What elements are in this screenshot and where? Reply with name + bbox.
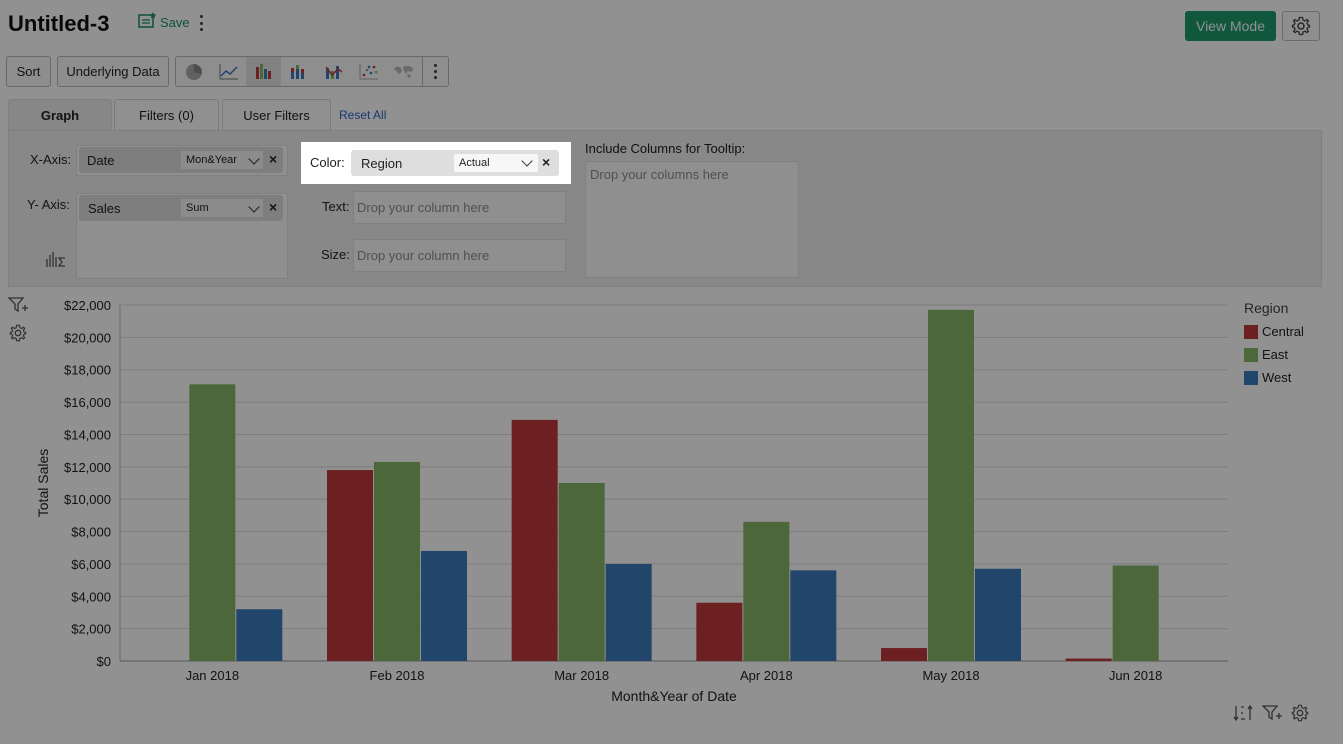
report-title[interactable]: Untitled-3 <box>8 11 110 36</box>
sort-button[interactable]: Sort <box>6 56 51 87</box>
x-tick-label: Feb 2018 <box>370 668 425 683</box>
legend-swatch <box>1244 347 1258 362</box>
y-axis-column: Sales <box>88 200 121 216</box>
settings-button[interactable] <box>1282 11 1320 41</box>
y-tick-label: $0 <box>97 654 111 669</box>
y-tick-label: $22,000 <box>64 298 111 313</box>
save-icon <box>138 12 157 28</box>
bar-chart-icon[interactable] <box>246 57 281 86</box>
x-tick-label: Mar 2018 <box>554 668 609 683</box>
gear-icon[interactable] <box>1291 704 1309 727</box>
y-axis-label: Y- Axis: <box>27 197 70 212</box>
remove-color-icon[interactable]: × <box>542 154 551 170</box>
save-button[interactable]: Save <box>138 12 190 30</box>
y-tick-label: $10,000 <box>64 492 111 507</box>
x-tick-label: May 2018 <box>922 668 979 683</box>
x-axis-column: Date <box>87 152 115 168</box>
bar-west <box>605 563 652 661</box>
bar-central <box>696 602 743 661</box>
remove-y-axis-icon[interactable]: × <box>269 199 278 215</box>
chart-type-selector <box>175 56 449 87</box>
tab-user-filters[interactable]: User Filters <box>222 99 331 131</box>
bar-east <box>374 461 420 661</box>
bar-central <box>1065 658 1112 661</box>
bar-east <box>928 309 974 661</box>
y-tick-label: $20,000 <box>64 330 111 345</box>
save-label: Save <box>160 15 190 30</box>
tab-graph[interactable]: Graph <box>8 99 112 131</box>
remove-x-axis-icon[interactable]: × <box>269 151 278 167</box>
add-filter-icon[interactable] <box>7 296 30 319</box>
bar-chart: $0 $2,000 $4,000 $6,000 $8,000 $10,000 $12,000… <box>35 298 1228 704</box>
x-axis-title: Month&Year of Date <box>611 688 737 704</box>
x-axis-aggregation-select[interactable]: Mon&Year <box>181 151 263 169</box>
legend-swatch <box>1244 370 1258 385</box>
add-filter-icon[interactable] <box>1261 704 1284 727</box>
stacked-bar-chart-icon[interactable] <box>281 57 316 86</box>
y-tick-label: $6,000 <box>71 557 111 572</box>
y-tick-label: $8,000 <box>71 525 111 540</box>
tab-filters[interactable]: Filters (0) <box>114 99 219 131</box>
color-label: Color: <box>310 155 345 170</box>
text-label: Text: <box>322 199 350 214</box>
bar-east <box>189 384 236 661</box>
x-axis-label: X-Axis: <box>30 152 72 167</box>
tooltip-label: Include Columns for Tooltip: <box>585 141 746 156</box>
size-label: Size: <box>321 247 350 262</box>
color-highlight: Color: Region Actual × <box>301 142 571 184</box>
text-drop-well[interactable]: Drop your column here <box>353 191 566 224</box>
legend-item-west[interactable]: West <box>1244 370 1291 385</box>
gear-icon <box>1291 16 1311 36</box>
y-tick-label: $14,000 <box>64 427 111 442</box>
color-column: Region <box>361 155 403 171</box>
legend-swatch <box>1244 324 1258 339</box>
y-tick-label: $12,000 <box>64 460 111 475</box>
bar-west <box>790 570 837 661</box>
pie-chart-icon[interactable] <box>176 57 211 86</box>
legend-item-east[interactable]: East <box>1244 347 1288 362</box>
bar-east <box>558 483 605 661</box>
y-axis-aggregation-select[interactable]: Sum <box>181 199 263 217</box>
x-tick-label: Jun 2018 <box>1109 668 1163 683</box>
chart-settings-icon[interactable] <box>9 324 27 347</box>
reset-all-link[interactable]: Reset All <box>339 108 387 122</box>
size-drop-well[interactable]: Drop your column here <box>353 239 566 272</box>
scatter-chart-icon[interactable] <box>351 57 386 86</box>
sort-order-icon[interactable] <box>1233 704 1255 727</box>
line-chart-icon[interactable] <box>211 57 246 86</box>
tooltip-drop-well[interactable]: Drop your columns here <box>585 161 799 278</box>
bar-central <box>881 648 927 661</box>
legend-label: West <box>1262 370 1292 385</box>
x-tick-label: Apr 2018 <box>740 668 793 683</box>
y-tick-label: $2,000 <box>71 622 111 637</box>
more-chart-types-icon[interactable] <box>422 57 448 86</box>
bar-line-combo-icon[interactable] <box>316 57 351 86</box>
legend-label: East <box>1262 347 1289 362</box>
bar-central <box>511 419 558 661</box>
legend-title: Region <box>1244 300 1289 316</box>
bar-east <box>1112 565 1159 661</box>
y-tick-label: $4,000 <box>71 589 111 604</box>
underlying-data-button[interactable]: Underlying Data <box>57 56 169 87</box>
y-tick-label: $18,000 <box>64 363 111 378</box>
legend-item-central[interactable]: Central <box>1244 324 1304 339</box>
view-mode-button[interactable]: View Mode <box>1185 11 1276 41</box>
y-axis-title: Total Sales <box>35 449 51 517</box>
bar-east <box>743 521 790 661</box>
bar-west <box>975 568 1021 661</box>
measure-summary-icon[interactable] <box>45 251 67 273</box>
map-chart-icon[interactable] <box>386 57 421 86</box>
bar-central <box>327 470 373 661</box>
bar-west <box>421 550 467 661</box>
legend-label: Central <box>1262 324 1304 339</box>
x-tick-label: Jan 2018 <box>186 668 240 683</box>
bar-west <box>236 609 283 661</box>
more-options-icon[interactable] <box>195 13 207 33</box>
color-aggregation-select[interactable]: Actual <box>454 154 538 172</box>
y-tick-label: $16,000 <box>64 395 111 410</box>
